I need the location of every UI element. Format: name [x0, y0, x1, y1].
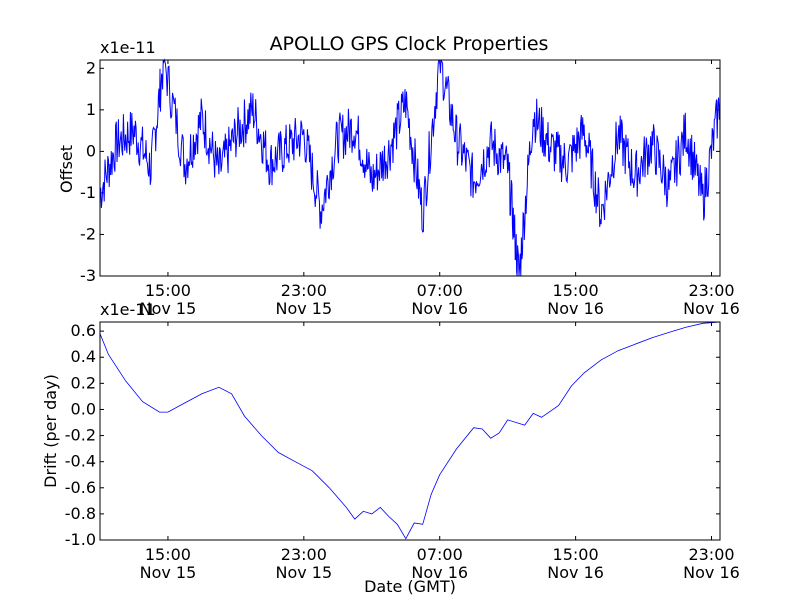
- drift-plot-frame: [99, 321, 721, 541]
- y-tick-label: -2: [80, 224, 96, 243]
- offset-y-axis-label: Offset: [57, 145, 76, 193]
- x-tick-label-date: Nov 16: [547, 563, 604, 582]
- y-tick-label: 2: [86, 58, 96, 77]
- y-tick-label: 0.0: [71, 399, 96, 418]
- y-tick-label: -1.0: [65, 530, 96, 549]
- drift-y-axis-label: Drift (per day): [41, 374, 60, 488]
- x-tick-label-time: 15:00: [145, 281, 191, 300]
- y-tick-label: 0: [86, 141, 96, 160]
- x-tick-label-time: 07:00: [417, 545, 463, 564]
- x-tick-label-time: 23:00: [281, 281, 327, 300]
- x-tick-label-time: 23:00: [688, 281, 734, 300]
- drift-plot: x1e-11 Drift (per day) -1.0 -0.8 -0.6 -0.4 -…: [41, 300, 740, 582]
- x-tick-label-date: Nov 16: [547, 299, 604, 318]
- drift-multiplier-label: x1e-11: [100, 300, 156, 319]
- x-tick-label-time: 07:00: [417, 281, 463, 300]
- x-tick-label-date: Nov 15: [140, 563, 197, 582]
- x-tick-label-date: Nov 15: [275, 563, 332, 582]
- x-tick-label-time: 23:00: [688, 545, 734, 564]
- y-tick-label: -0.6: [65, 478, 96, 497]
- y-tick-label: -1: [80, 183, 96, 202]
- x-tick-label-date: Nov 16: [683, 299, 740, 318]
- x-tick-label-time: 23:00: [281, 545, 327, 564]
- offset-plot-frame: [99, 59, 721, 277]
- x-tick-label-date: Nov 15: [275, 299, 332, 318]
- y-tick-label: -0.2: [65, 426, 96, 445]
- offset-multiplier-label: x1e-11: [100, 38, 156, 57]
- x-tick-label-date: Nov 16: [683, 563, 740, 582]
- x-tick-label-date: Nov 16: [411, 299, 468, 318]
- y-tick-label: 0.4: [71, 347, 96, 366]
- y-tick-label: -3: [80, 266, 96, 285]
- x-axis-label: Date (GMT): [364, 577, 456, 596]
- series-line: [99, 321, 721, 540]
- x-tick-label-time: 15:00: [553, 281, 599, 300]
- series-line: [99, 58, 721, 277]
- y-tick-label: 1: [86, 100, 96, 119]
- x-tick-label-time: 15:00: [145, 545, 191, 564]
- x-tick-label-time: 15:00: [553, 545, 599, 564]
- y-tick-label: -0.4: [65, 452, 96, 471]
- y-tick-label: 0.2: [71, 373, 96, 392]
- x-tick-label-date: Nov 15: [140, 299, 197, 318]
- x-tick-label-date: Nov 16: [411, 563, 468, 582]
- chart-title: APOLLO GPS Clock Properties: [270, 33, 549, 55]
- y-tick-label: -0.8: [65, 504, 96, 523]
- y-tick-label: 0.6: [71, 321, 96, 340]
